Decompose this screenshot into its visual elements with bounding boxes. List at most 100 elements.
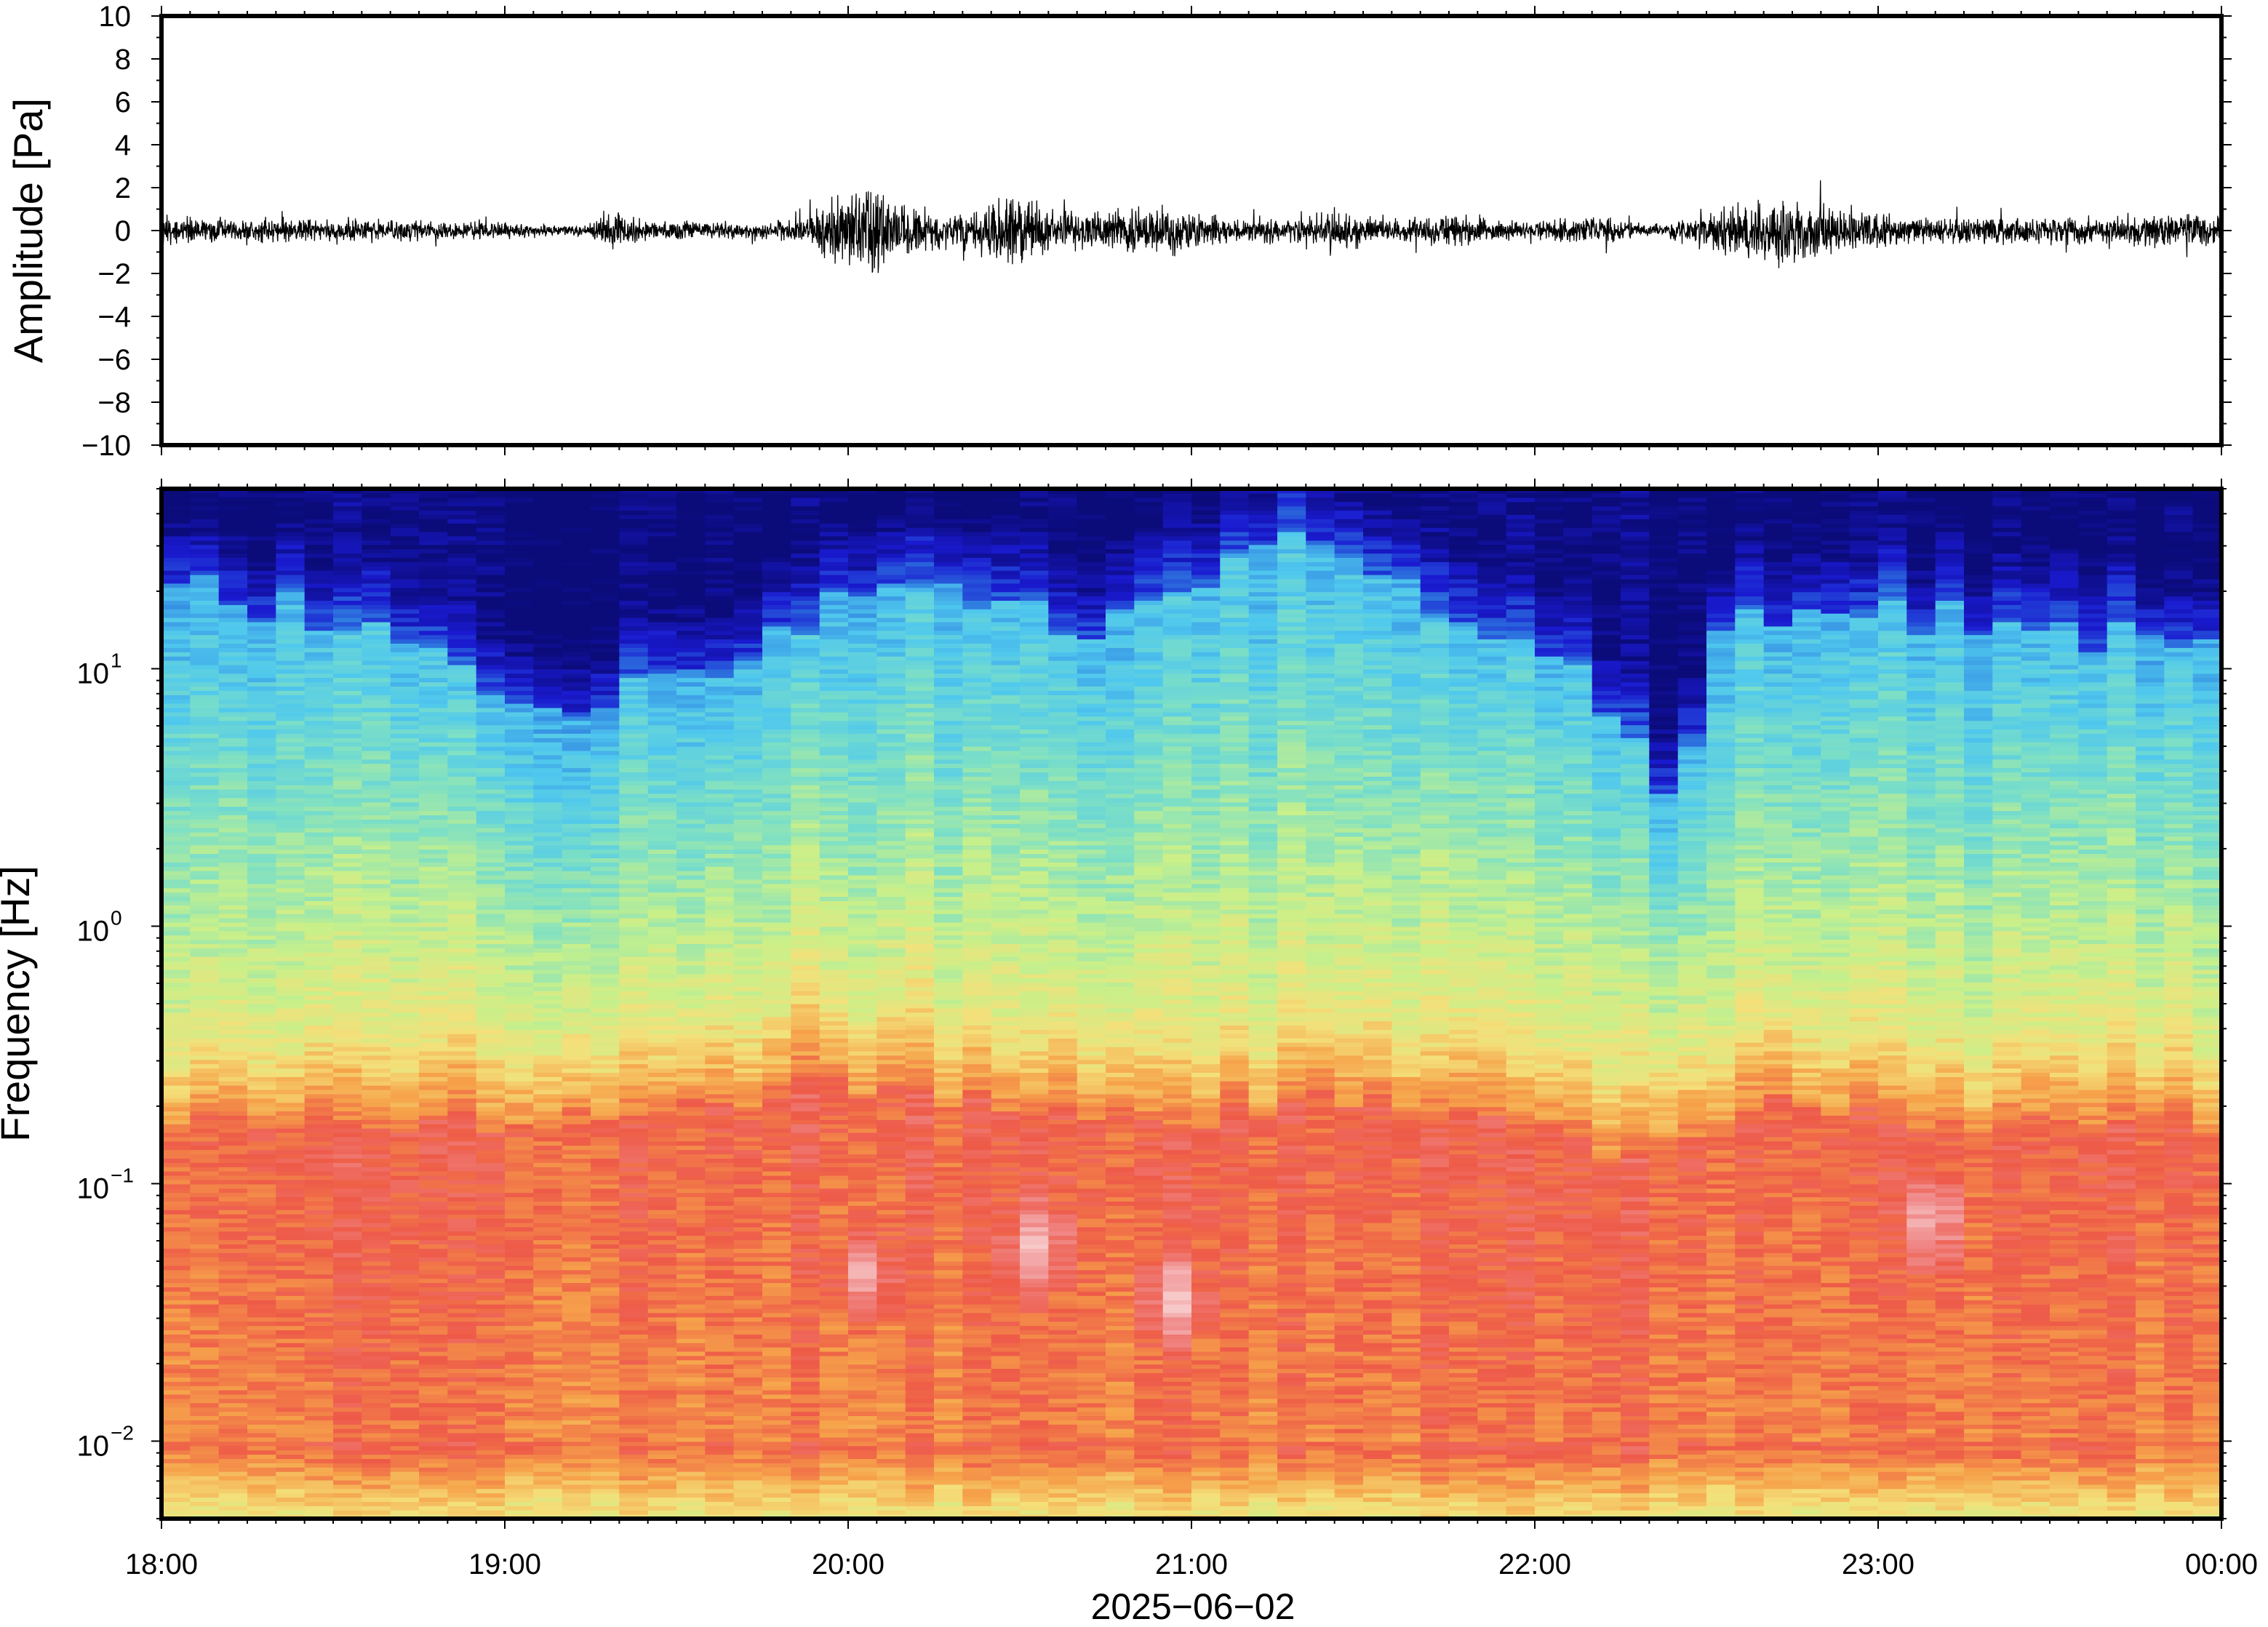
spectrogram-cell <box>304 1235 334 1241</box>
spectrogram-cell <box>362 1424 391 1429</box>
spectrogram-cell <box>190 1265 220 1271</box>
spectrogram-cell <box>276 986 306 991</box>
spectrogram-cell <box>505 681 534 687</box>
spectrogram-cell <box>362 1381 391 1386</box>
spectrogram-cell <box>476 673 506 679</box>
spectrogram-cell <box>591 1218 620 1223</box>
spectrogram-cell <box>733 1364 763 1370</box>
spectrogram-cell <box>447 883 477 889</box>
spectrogram-cell <box>276 505 306 511</box>
spectrogram-cell <box>161 596 191 601</box>
spectrogram-cell <box>390 609 420 614</box>
spectrogram-cell <box>333 1433 362 1438</box>
spectrogram-cell <box>419 823 448 828</box>
spectrogram-cell <box>562 875 591 880</box>
spectrogram-cell <box>647 497 677 503</box>
spectrogram-cell <box>247 1436 276 1442</box>
spectrogram-cell <box>218 1458 248 1463</box>
spectrogram-cell <box>333 1295 362 1300</box>
spectrogram-cell <box>247 1312 276 1318</box>
spectrogram-cell <box>733 1222 763 1228</box>
spectrogram-cell <box>676 789 706 794</box>
spectrogram-cell <box>476 991 506 996</box>
spectrogram-cell <box>562 1090 591 1095</box>
spectrogram-cell <box>362 1132 391 1138</box>
spectrogram-cell <box>647 836 677 842</box>
spectrogram-cell <box>276 1183 306 1189</box>
spectrogram-cell <box>647 1076 677 1082</box>
spectrogram-cell <box>733 1115 763 1120</box>
spectrogram-cell <box>562 690 591 695</box>
spectrogram-cell <box>161 1239 191 1244</box>
spectrogram-cell <box>190 1325 220 1330</box>
spectrogram-cell <box>190 767 220 772</box>
spectrogram-cell <box>447 1278 477 1284</box>
spectrogram-cell <box>591 832 620 837</box>
spectrogram-cell <box>647 1047 677 1052</box>
spectrogram-cell <box>733 935 763 940</box>
spectrogram-cell <box>647 969 677 975</box>
spectrogram-cell <box>304 1029 334 1034</box>
spectrogram-cell <box>276 1252 306 1258</box>
spectrogram-cell <box>362 905 391 910</box>
spectrogram-cell <box>304 548 334 554</box>
spectrogram-cell <box>447 1355 477 1361</box>
spectrogram-cell <box>562 609 591 614</box>
spectrogram-cell <box>218 1231 248 1236</box>
spectrogram-cell <box>247 1308 276 1314</box>
spectrogram-cell <box>276 647 306 652</box>
spectrogram-cell <box>733 720 763 726</box>
spectrogram-cell <box>533 1351 563 1356</box>
spectrogram-cell <box>161 535 191 541</box>
spectrogram-cell <box>304 690 334 695</box>
spectrogram-cell <box>304 887 334 893</box>
spectrogram-cell <box>362 1257 391 1262</box>
spectrogram-cell <box>190 1377 220 1382</box>
spectrogram-cell <box>218 587 248 593</box>
spectrogram-cell <box>333 1093 362 1099</box>
spectrogram-cell <box>676 1287 706 1292</box>
spectrogram-cell <box>247 1278 276 1284</box>
spectrogram-cell <box>591 1506 620 1511</box>
spectrogram-cell <box>591 969 620 975</box>
spectrogram-cell <box>333 681 362 687</box>
spectrogram-cell <box>304 729 334 734</box>
spectrogram-cell <box>676 724 706 729</box>
spectrogram-cell <box>333 780 362 785</box>
spectrogram-cell <box>505 935 534 940</box>
spectrogram-cell <box>647 566 677 571</box>
spectrogram-cell <box>591 1463 620 1468</box>
spectrogram-cell <box>362 1016 391 1022</box>
spectrogram-cell <box>333 1115 362 1120</box>
spectrogram-cell <box>276 1020 306 1026</box>
spectrogram-cell <box>476 617 506 623</box>
spectrogram-cell <box>190 1029 220 1034</box>
spectrogram-cell <box>676 935 706 940</box>
spectrogram-cell <box>161 1394 191 1399</box>
spectrogram-cell <box>276 1248 306 1253</box>
spectrogram-cell <box>333 1467 362 1472</box>
spectrogram-cell <box>419 686 448 691</box>
spectrogram-cell <box>676 1510 706 1515</box>
spectrogram-cell <box>276 1454 306 1459</box>
spectrogram-cell <box>390 1467 420 1472</box>
spectrogram-cell <box>218 1158 248 1163</box>
spectrogram-cell <box>647 1106 677 1112</box>
spectrogram-cell <box>247 806 276 812</box>
spectrogram-cell <box>562 1244 591 1249</box>
spectrogram-cell <box>562 1433 591 1438</box>
spectrogram-cell <box>218 767 248 772</box>
spectrogram-cell <box>476 1239 506 1244</box>
spectrogram-cell <box>218 695 248 700</box>
spectrogram-cell <box>591 935 620 940</box>
spectrogram-cell <box>190 1510 220 1515</box>
spectrogram-cell <box>591 1196 620 1202</box>
spectrogram-cell <box>362 1042 391 1047</box>
spectrogram-cell <box>190 1269 220 1275</box>
spectrogram-cell <box>333 1300 362 1305</box>
spectrogram-cell <box>333 699 362 704</box>
spectrogram-cell <box>533 609 563 614</box>
spectrogram-cell <box>419 964 448 970</box>
spectrogram-cell <box>591 1436 620 1442</box>
spectrogram-cell <box>562 1076 591 1082</box>
